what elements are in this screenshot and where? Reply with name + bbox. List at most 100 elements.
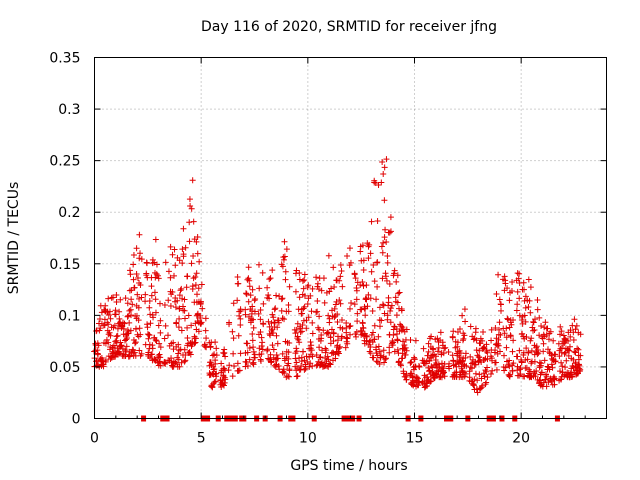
data-point bbox=[393, 312, 400, 319]
data-point bbox=[305, 282, 312, 289]
data-point bbox=[161, 301, 168, 308]
data-point bbox=[293, 348, 300, 355]
data-point bbox=[265, 292, 272, 299]
data-point bbox=[128, 312, 135, 319]
data-point bbox=[286, 373, 293, 380]
data-point bbox=[370, 262, 377, 269]
data-point bbox=[386, 349, 393, 356]
data-point bbox=[372, 346, 379, 353]
data-point bbox=[272, 305, 279, 312]
data-point bbox=[313, 274, 320, 281]
data-point bbox=[557, 368, 564, 375]
data-point bbox=[462, 318, 469, 325]
data-point bbox=[570, 336, 577, 343]
data-point bbox=[383, 355, 390, 362]
y-tick-label: 0.15 bbox=[49, 257, 80, 273]
data-point bbox=[474, 389, 481, 396]
data-point bbox=[126, 353, 133, 360]
data-point bbox=[126, 307, 133, 314]
data-point bbox=[527, 368, 534, 375]
data-point bbox=[394, 272, 401, 279]
data-point bbox=[353, 287, 360, 294]
data-point bbox=[459, 312, 466, 319]
data-point bbox=[407, 336, 414, 343]
data-point bbox=[286, 366, 293, 373]
data-point bbox=[157, 362, 164, 369]
chart-title: Day 116 of 2020, SRMTID for receiver jfn… bbox=[201, 19, 497, 35]
data-point bbox=[301, 276, 308, 283]
data-point bbox=[514, 353, 521, 360]
data-point bbox=[402, 344, 409, 351]
data-point bbox=[409, 373, 416, 380]
data-point bbox=[559, 369, 566, 376]
data-point bbox=[456, 326, 463, 333]
data-point bbox=[353, 296, 360, 303]
data-point bbox=[376, 360, 383, 367]
data-point bbox=[514, 288, 521, 295]
data-point bbox=[300, 285, 307, 292]
data-point bbox=[384, 312, 391, 319]
data-point bbox=[213, 373, 220, 380]
data-point bbox=[122, 295, 129, 302]
data-point bbox=[131, 349, 138, 356]
data-point bbox=[179, 246, 186, 253]
data-point bbox=[107, 332, 114, 339]
data-point bbox=[430, 346, 437, 353]
data-point bbox=[367, 337, 374, 344]
data-point bbox=[506, 357, 513, 364]
data-point bbox=[565, 337, 572, 344]
data-point bbox=[456, 359, 463, 366]
data-point bbox=[495, 271, 502, 278]
data-point bbox=[433, 353, 440, 360]
data-point bbox=[194, 234, 201, 241]
data-point bbox=[398, 327, 405, 334]
data-point bbox=[501, 367, 508, 374]
data-point bbox=[360, 325, 367, 332]
data-point bbox=[346, 305, 353, 312]
data-point bbox=[501, 352, 508, 359]
data-point bbox=[175, 356, 182, 363]
data-point bbox=[330, 330, 337, 337]
data-point bbox=[144, 260, 151, 267]
data-point bbox=[558, 359, 565, 366]
data-point bbox=[497, 332, 504, 339]
data-point bbox=[541, 357, 548, 364]
data-point bbox=[120, 325, 127, 332]
data-point bbox=[270, 330, 277, 337]
data-point bbox=[112, 311, 119, 318]
data-point bbox=[154, 272, 161, 279]
data-point bbox=[122, 351, 129, 358]
data-point bbox=[322, 355, 329, 362]
data-point bbox=[194, 291, 201, 298]
data-point bbox=[376, 348, 383, 355]
data-point bbox=[428, 363, 435, 370]
data-point bbox=[363, 333, 370, 340]
data-point bbox=[543, 383, 550, 390]
data-point bbox=[572, 349, 579, 356]
data-point bbox=[375, 333, 382, 340]
data-point bbox=[337, 262, 344, 269]
data-point bbox=[251, 297, 258, 304]
data-point bbox=[548, 352, 555, 359]
data-point bbox=[520, 279, 527, 286]
data-point bbox=[549, 355, 556, 362]
data-point bbox=[403, 326, 410, 333]
data-point bbox=[477, 385, 484, 392]
data-point bbox=[509, 367, 516, 374]
data-point bbox=[337, 273, 344, 280]
data-point bbox=[563, 357, 570, 364]
data-point bbox=[338, 317, 345, 324]
data-point bbox=[294, 333, 301, 340]
data-point bbox=[264, 284, 271, 291]
data-point bbox=[471, 376, 478, 383]
data-point bbox=[242, 311, 249, 318]
data-point bbox=[505, 316, 512, 323]
data-point bbox=[118, 342, 125, 349]
data-point bbox=[565, 352, 572, 359]
data-point bbox=[247, 292, 254, 299]
data-point bbox=[388, 340, 395, 347]
data-point bbox=[542, 376, 549, 383]
data-point bbox=[145, 335, 152, 342]
data-point bbox=[484, 356, 491, 363]
data-point bbox=[236, 367, 243, 374]
